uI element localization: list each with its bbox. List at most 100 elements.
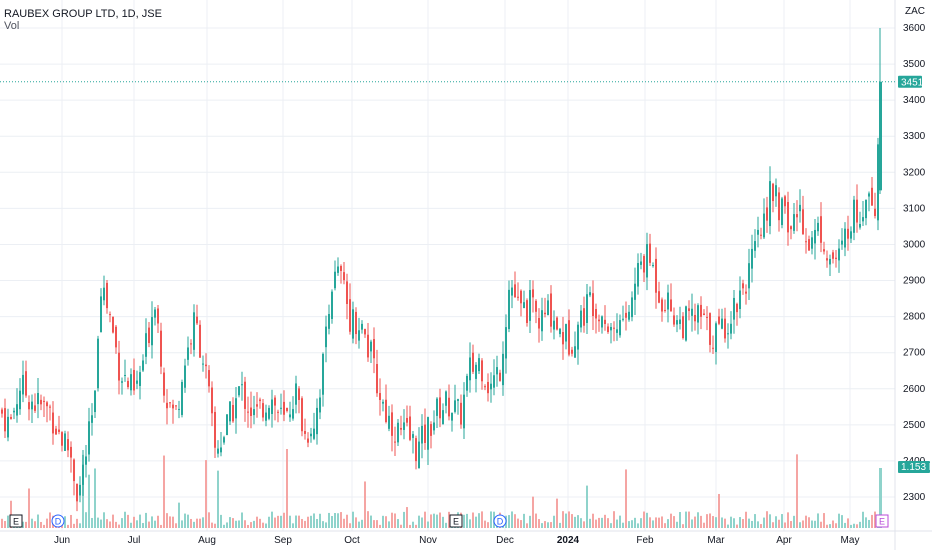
candle-body bbox=[787, 202, 789, 233]
candle-body bbox=[91, 415, 93, 423]
volume-bar bbox=[778, 519, 780, 528]
candle-body bbox=[871, 187, 873, 206]
event-label: E bbox=[453, 517, 459, 527]
candle-body bbox=[139, 372, 141, 386]
candle-body bbox=[862, 217, 864, 222]
volume-bar bbox=[418, 515, 420, 528]
candle-body bbox=[583, 308, 585, 326]
volume-bar bbox=[634, 517, 636, 528]
candle-body bbox=[565, 324, 567, 342]
volume-bar bbox=[415, 524, 417, 528]
volume-bar bbox=[385, 516, 387, 528]
volume-bar bbox=[733, 518, 735, 528]
candle-body bbox=[520, 290, 522, 304]
candle-body bbox=[838, 248, 840, 261]
candle-body bbox=[40, 399, 42, 405]
candle-body bbox=[649, 243, 651, 263]
volume-bar bbox=[370, 515, 372, 528]
volume-bar bbox=[349, 523, 351, 528]
candle-body bbox=[367, 334, 369, 358]
candle-body bbox=[448, 397, 450, 417]
y-tick-label: 2300 bbox=[903, 492, 926, 503]
volume-bar bbox=[4, 521, 6, 528]
candle-body bbox=[778, 192, 780, 221]
volume-bar bbox=[403, 511, 405, 528]
volume-bar bbox=[757, 521, 759, 528]
volume-bar bbox=[352, 511, 354, 528]
volume-bar bbox=[772, 522, 774, 528]
earnings-marker[interactable] bbox=[449, 514, 463, 528]
volume-bar bbox=[253, 520, 255, 528]
volume-bar bbox=[340, 512, 342, 528]
volume-bar bbox=[217, 470, 219, 528]
x-tick-label: Nov bbox=[419, 535, 437, 546]
candle-body bbox=[433, 422, 435, 431]
candle-body bbox=[646, 244, 648, 278]
volume-bar bbox=[601, 517, 603, 528]
dividend-marker[interactable] bbox=[493, 514, 507, 528]
earnings-marker[interactable] bbox=[9, 514, 23, 528]
volume-bar bbox=[40, 521, 42, 528]
candle-body bbox=[499, 372, 501, 381]
volume-bar bbox=[427, 521, 429, 528]
earnings-marker[interactable] bbox=[875, 514, 889, 528]
candle-body bbox=[853, 199, 855, 233]
volume-bar bbox=[76, 518, 78, 528]
volume-bar bbox=[469, 519, 471, 528]
candle-body bbox=[223, 437, 225, 443]
candle-body bbox=[199, 324, 201, 358]
y-tick-label: 2500 bbox=[903, 420, 926, 431]
volume-bar bbox=[382, 515, 384, 528]
volume-bar bbox=[649, 517, 651, 528]
volume-bar bbox=[838, 513, 840, 528]
y-tick-label: 2800 bbox=[903, 312, 926, 323]
candle-body bbox=[454, 400, 456, 412]
volume-bar bbox=[571, 514, 573, 528]
volume-bar bbox=[292, 523, 294, 528]
symbol-title[interactable]: RAUBEX GROUP LTD, 1D, JSE bbox=[4, 8, 162, 20]
candle-body bbox=[361, 323, 363, 330]
candle-body bbox=[241, 384, 243, 386]
volume-bar bbox=[106, 519, 108, 528]
candle-body bbox=[865, 199, 867, 219]
volume-bar bbox=[115, 521, 117, 528]
indicator-label[interactable]: Vol bbox=[4, 20, 20, 32]
volume-bar bbox=[484, 520, 486, 528]
candle-body bbox=[277, 411, 279, 413]
volume-bar bbox=[820, 521, 822, 528]
candle-body bbox=[655, 258, 657, 293]
candle-body bbox=[472, 352, 474, 372]
volume-bar bbox=[553, 515, 555, 528]
volume-bar bbox=[847, 518, 849, 528]
candle-body bbox=[67, 439, 69, 451]
y-tick-label: 3300 bbox=[903, 131, 926, 142]
candle-body bbox=[460, 402, 462, 425]
candle-body bbox=[259, 399, 261, 402]
volume-bar bbox=[781, 514, 783, 528]
volume-bar bbox=[325, 522, 327, 528]
candle-body bbox=[211, 387, 213, 414]
candle-body bbox=[166, 402, 168, 409]
candle-body bbox=[415, 438, 417, 462]
volume-bar bbox=[28, 488, 30, 528]
candle-body bbox=[718, 316, 720, 324]
volume-bar bbox=[811, 520, 813, 528]
candle-body bbox=[403, 422, 405, 430]
candle-body bbox=[676, 320, 678, 325]
volume-bar bbox=[301, 518, 303, 528]
volume-bar bbox=[70, 514, 72, 528]
volume-bar bbox=[826, 524, 828, 528]
event-label: E bbox=[13, 517, 19, 527]
candle-body bbox=[766, 207, 768, 221]
volume-bar bbox=[127, 514, 129, 528]
candle-body bbox=[562, 332, 564, 345]
dividend-marker[interactable] bbox=[51, 514, 65, 528]
volume-bar bbox=[256, 516, 258, 528]
volume-bar bbox=[478, 513, 480, 528]
volume-bar bbox=[247, 524, 249, 528]
candle-body bbox=[811, 237, 813, 249]
candle-body bbox=[580, 310, 582, 328]
volume-bar bbox=[514, 514, 516, 528]
candle-body bbox=[70, 446, 72, 458]
